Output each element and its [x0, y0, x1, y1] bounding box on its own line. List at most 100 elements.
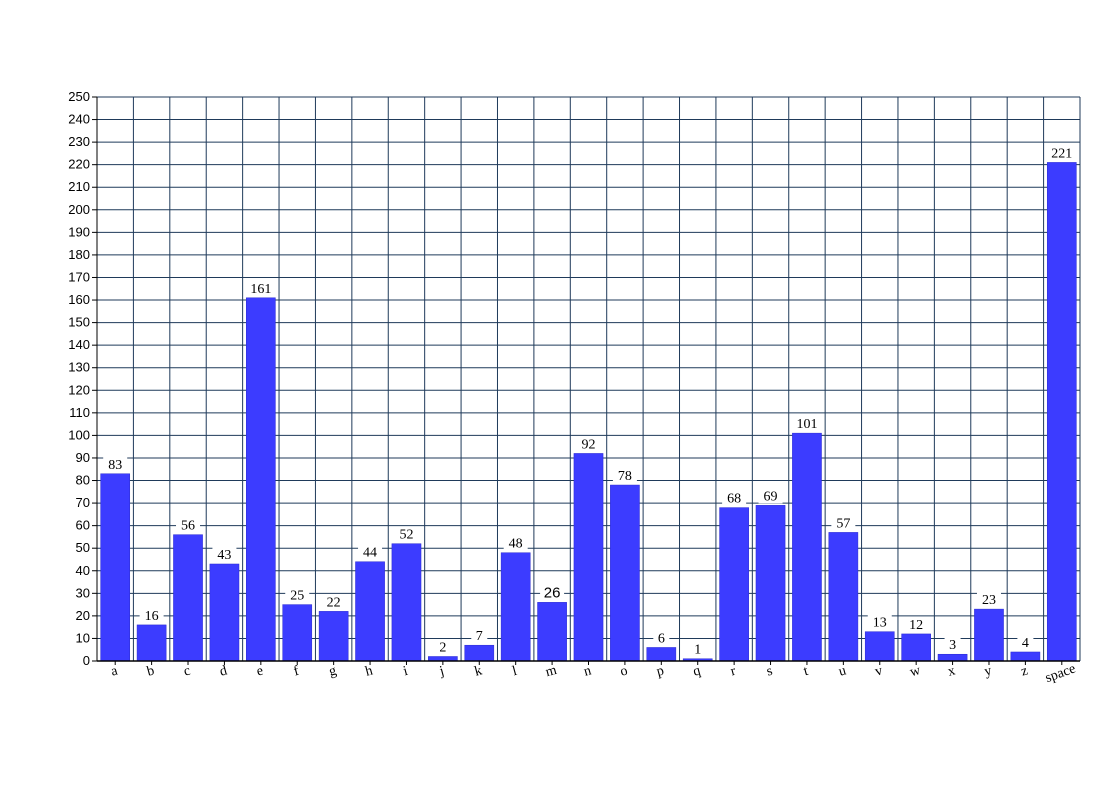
x-tick-label: h — [364, 663, 375, 679]
data-label-bg — [976, 592, 1001, 608]
data-label-bg — [503, 535, 528, 551]
y-tick-label: 10 — [76, 630, 90, 645]
bar-o — [610, 484, 640, 662]
x-tick-label: y — [983, 663, 994, 679]
y-tick-label: 120 — [68, 382, 90, 397]
data-label: 25 — [290, 589, 304, 604]
y-tick-label: 170 — [68, 269, 90, 284]
bar-s — [755, 505, 786, 662]
data-label-bg — [653, 630, 670, 646]
data-label-bg — [358, 544, 383, 560]
data-label-bg — [722, 490, 747, 506]
y-tick-label: 240 — [68, 112, 90, 127]
y-tick-label: 100 — [68, 427, 90, 442]
data-label: 161 — [250, 282, 271, 297]
x-tick-label: v — [874, 663, 885, 679]
data-label-bg — [758, 488, 783, 504]
bar-w — [901, 633, 931, 662]
bar-space — [1046, 162, 1077, 662]
y-tick-label: 180 — [68, 247, 90, 262]
data-label-bg — [285, 587, 310, 603]
y-tick-label: 60 — [76, 518, 90, 533]
y-tick-label: 80 — [76, 473, 90, 488]
data-label: 22 — [327, 595, 341, 610]
data-label-bg — [612, 468, 637, 484]
x-tick-label: l — [511, 664, 519, 680]
y-tick-label: 190 — [68, 224, 90, 239]
data-label: 13 — [873, 616, 887, 631]
x-tick-label: n — [582, 663, 593, 679]
bar-y — [974, 608, 1004, 662]
x-tick-label: s — [765, 664, 774, 680]
y-tick-label: 210 — [68, 179, 90, 194]
data-label: 1 — [694, 643, 701, 658]
data-label-bg — [394, 526, 419, 542]
bar-i — [391, 543, 422, 662]
data-label: 78 — [618, 469, 632, 484]
bar-u — [828, 532, 859, 662]
bar-e — [246, 297, 276, 662]
data-label: 56 — [181, 519, 195, 534]
axes: 0 10 20 30 40 50 60 70 80 90 100 110 120 130 140 150 160… — [68, 89, 1080, 686]
x-tick-label: a — [109, 663, 120, 679]
bar-v — [864, 631, 895, 662]
data-label-bg — [831, 515, 856, 531]
x-tick-label: p — [655, 663, 666, 679]
data-label: 43 — [217, 548, 231, 563]
x-tick-label: t — [802, 664, 810, 680]
x-tick-label: c — [182, 664, 192, 680]
x-tick-label: d — [218, 663, 229, 679]
data-label-bg — [944, 637, 961, 653]
bar-p — [646, 647, 677, 662]
data-label-bg — [1017, 634, 1034, 650]
x-tick-label: o — [619, 663, 630, 679]
data-label-bg — [904, 616, 929, 632]
x-tick-label: j — [437, 664, 446, 680]
bar-d — [209, 563, 240, 662]
data-label: 52 — [399, 528, 413, 543]
data-label-bg — [176, 517, 201, 533]
data-label: 2 — [439, 640, 446, 655]
data-label-bg — [212, 546, 237, 562]
y-tick-label: 200 — [68, 202, 90, 217]
bar-r — [719, 507, 749, 662]
x-tick-label: q — [691, 663, 702, 679]
y-tick-label: 20 — [76, 608, 90, 623]
data-label: 101 — [796, 417, 817, 432]
x-tick-label: r — [729, 664, 738, 680]
bar-a — [100, 473, 131, 662]
y-tick-label: 250 — [68, 89, 90, 104]
data-label-bg — [471, 628, 488, 644]
data-label-bg — [103, 456, 128, 472]
data-label: 6 — [658, 631, 665, 646]
bar-m — [537, 602, 567, 662]
data-label-bg — [576, 436, 601, 452]
data-label: 7 — [476, 629, 483, 644]
y-tick-label: 140 — [68, 337, 90, 352]
data-label: 23 — [982, 593, 996, 608]
data-label-bg — [790, 416, 823, 432]
y-tick-label: 30 — [76, 585, 90, 600]
y-tick-label: 220 — [68, 157, 90, 172]
x-tick-label: z — [1020, 664, 1030, 680]
bar-t — [792, 432, 822, 662]
y-tick-label: 150 — [68, 315, 90, 330]
data-label: 92 — [582, 437, 596, 452]
data-label-bg — [867, 614, 892, 630]
y-tick-label: 50 — [76, 540, 90, 555]
bar-g — [318, 611, 349, 662]
data-label: 44 — [363, 546, 377, 561]
data-label-bg — [244, 280, 277, 296]
data-label: 16 — [145, 609, 159, 624]
x-tick-label: w — [908, 663, 923, 680]
bar-h — [355, 561, 385, 662]
y-tick-label: 130 — [68, 360, 90, 375]
bar-k — [464, 644, 495, 662]
data-label: 26 — [544, 584, 561, 601]
data-label-bg — [1045, 145, 1078, 161]
data-label: 83 — [108, 458, 122, 473]
bar-f — [282, 604, 313, 662]
y-tick-label: 160 — [68, 292, 90, 307]
